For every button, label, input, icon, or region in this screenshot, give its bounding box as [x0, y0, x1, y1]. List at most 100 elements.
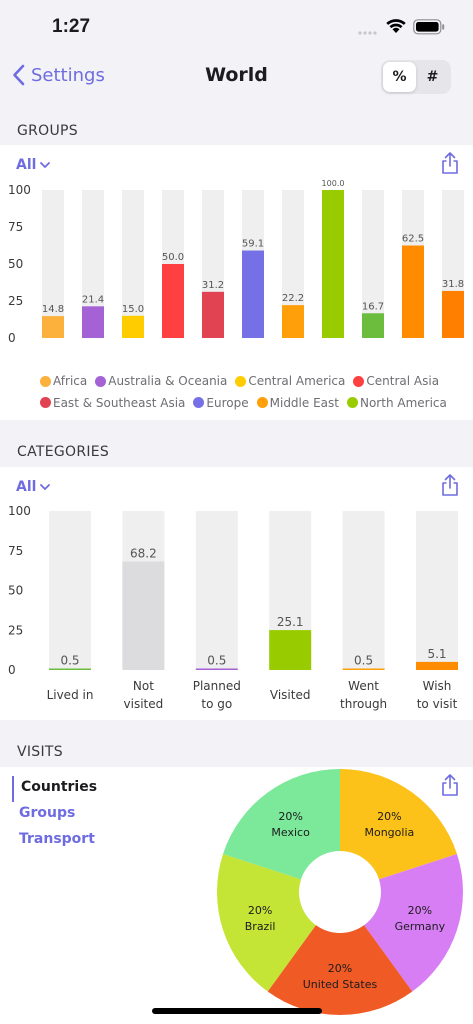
bar[interactable]: [269, 630, 312, 670]
chevron-left-icon: [13, 64, 25, 86]
legend-item: Middle East: [256, 393, 339, 413]
bar-value-label: 31.8: [442, 279, 464, 290]
category-axis-label: Planned to go: [192, 679, 241, 711]
pie-slice-name: Brazil: [245, 920, 276, 933]
y-tick-label: 0: [8, 331, 16, 345]
groups-section-label: GROUPS: [17, 123, 78, 139]
categories-filter-dropdown[interactable]: All: [16, 479, 51, 495]
bar[interactable]: [195, 668, 238, 671]
pie-slice[interactable]: [223, 769, 340, 880]
bar[interactable]: [402, 245, 424, 339]
bar[interactable]: [282, 305, 304, 338]
pie-slice[interactable]: [267, 925, 413, 1015]
bar-value-label: 59.1: [242, 239, 264, 250]
navigation-bar: Settings World % #: [0, 54, 473, 100]
count-mode-button[interactable]: #: [426, 69, 439, 85]
back-button-label: Settings: [31, 64, 105, 86]
legend-label: South America: [53, 414, 141, 417]
back-button[interactable]: Settings: [12, 64, 105, 86]
bar[interactable]: [342, 668, 385, 671]
pie-slice[interactable]: [217, 853, 316, 992]
category-axis-label: Went through: [340, 679, 388, 711]
bar[interactable]: [416, 661, 458, 670]
visits-tab-transport[interactable]: Transport: [19, 831, 95, 847]
bar-value-label: 100.0: [322, 179, 345, 188]
bar[interactable]: [442, 290, 464, 338]
pie-slice-name: United States: [303, 978, 378, 991]
status-time: 1:27: [52, 16, 91, 37]
categories-filter-label: All: [16, 479, 37, 495]
bar-track: [416, 511, 458, 670]
category-axis-label: Wish to visit: [416, 679, 458, 711]
bar[interactable]: [202, 291, 224, 338]
y-tick-label: 0: [8, 663, 16, 677]
y-tick-label: 75: [8, 220, 23, 234]
legend-item: East & Southeast Asia: [40, 393, 185, 413]
visits-share-icon[interactable]: [440, 773, 460, 797]
y-tick-label: 100: [8, 183, 31, 197]
wifi-icon: [386, 19, 406, 33]
pie-slice-percent: 20%: [408, 904, 432, 917]
bar-value-label: 25.1: [277, 615, 304, 629]
categories-bar-chart: 0 25 50 75 100 0.5 68.2 0.5 25.1 0.5 5.1: [8, 504, 458, 677]
bar-value-label: 21.4: [82, 294, 104, 305]
y-tick-label: 100: [8, 504, 31, 518]
y-tick-label: 50: [8, 584, 23, 598]
bar[interactable]: [362, 313, 384, 338]
categories-share-icon[interactable]: [440, 473, 460, 497]
bar-value-label: 0.5: [207, 654, 226, 668]
visits-tab-list: Countries Groups Transport: [12, 776, 97, 854]
category-axis-label: Not visited: [123, 679, 164, 711]
visits-pie-chart: 20% Mongolia 20% Germany 20% United States 20%…: [217, 769, 463, 1015]
legend-label: Central America: [248, 374, 346, 388]
bar-value-label: 22.2: [282, 293, 304, 304]
legend-dot: [95, 375, 107, 387]
chevron-down-icon: [40, 161, 51, 168]
legend-item: Africa: [40, 371, 87, 391]
bar[interactable]: [122, 315, 144, 338]
legend-dot: [235, 375, 247, 387]
legend-item: Central Asia: [353, 371, 439, 391]
bar[interactable]: [122, 561, 165, 670]
pie-slice[interactable]: [340, 769, 457, 880]
legend-label: South Asia: [162, 414, 226, 417]
y-tick-label: 50: [8, 257, 23, 271]
pie-slice-percent: 20%: [248, 904, 272, 917]
bar-value-label: 5.1: [427, 647, 446, 661]
groups-bar-chart: 0 25 50 75 100 14.8 21.4 15.0 50.0 31.2 59.1 22.2 10…: [8, 179, 464, 345]
groups-share-icon[interactable]: [440, 151, 460, 175]
legend-item: South America: [40, 414, 141, 417]
pie-slice-name: Mexico: [271, 826, 310, 839]
bar[interactable]: [42, 316, 64, 338]
legend-label: Central Asia: [366, 374, 440, 388]
bar[interactable]: [242, 250, 264, 338]
bar-track: [82, 190, 104, 338]
percent-mode-button[interactable]: %: [383, 62, 416, 92]
bar-track: [122, 190, 144, 338]
legend-label: Europe: [206, 395, 249, 410]
pie-slice[interactable]: [364, 853, 463, 992]
display-mode-toggle: % #: [381, 60, 451, 94]
category-axis-label: Lived in: [46, 688, 94, 702]
legend-dot: [40, 375, 51, 387]
bar-value-label: 15.0: [122, 304, 144, 315]
bar-value-label: 0.5: [60, 654, 79, 668]
legend-item: Australia & Oceania: [95, 371, 227, 391]
bar[interactable]: [82, 306, 104, 338]
visits-tab-countries[interactable]: Countries: [12, 776, 97, 802]
legend-dot: [256, 397, 268, 408]
visits-tab-groups[interactable]: Groups: [19, 805, 76, 821]
bar[interactable]: [322, 190, 344, 338]
legend-item: North America: [346, 393, 447, 413]
y-tick-label: 25: [8, 294, 23, 308]
bar-track: [282, 190, 304, 338]
bar-value-label: 50.0: [162, 252, 184, 263]
bar-track: [342, 511, 385, 670]
bar[interactable]: [49, 668, 91, 671]
chevron-down-icon: [40, 483, 51, 490]
y-tick-label: 75: [8, 544, 23, 558]
groups-panel: All 0 25 50 75 100 14.8 21.4 15.0 50.0 31.2 59.1 22…: [0, 145, 473, 420]
legend-label: East & Southeast Asia: [53, 395, 186, 410]
groups-filter-dropdown[interactable]: All: [16, 157, 51, 173]
bar[interactable]: [162, 264, 184, 338]
